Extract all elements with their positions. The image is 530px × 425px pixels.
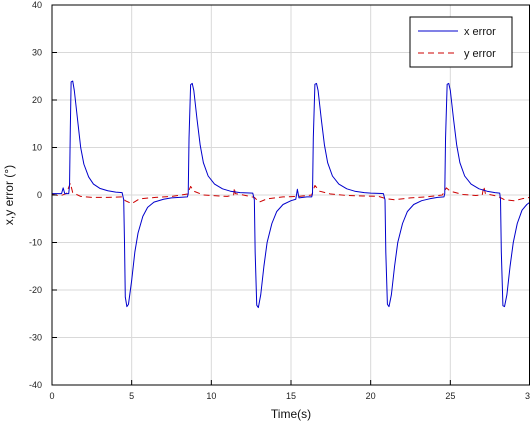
- y-tick-label: 30: [32, 48, 42, 58]
- y-tick-label: -30: [29, 333, 42, 343]
- x-tick-label: 30: [525, 391, 530, 401]
- legend-box: [409, 16, 513, 68]
- y-tick-label: -20: [29, 285, 42, 295]
- legend-label-y-error: y error: [464, 48, 496, 60]
- y-tick-label: 0: [37, 190, 42, 200]
- x-tick-label: 20: [366, 391, 376, 401]
- x-tick-label: 10: [206, 391, 216, 401]
- y-tick-label: -40: [29, 380, 42, 390]
- y-tick-label: -10: [29, 238, 42, 248]
- x-tick-label: 5: [129, 391, 134, 401]
- x-tick-label: 0: [49, 391, 54, 401]
- grid: [52, 5, 530, 385]
- y-tick-label: 20: [32, 95, 42, 105]
- x-axis-label: Time(s): [271, 407, 311, 421]
- legend-label-x-error: x error: [464, 26, 496, 38]
- series-layer: [51, 80, 530, 309]
- y-tick-label: 40: [32, 0, 42, 10]
- series-line-y-error: [51, 182, 530, 205]
- legend: x error y error: [409, 16, 513, 68]
- axis-ticks: 0 5 10 15 20 25 30 -40 -30 -20 -10 0 10 20 30 40: [29, 0, 530, 401]
- series-line-x-error: [52, 80, 530, 309]
- x-tick-label: 25: [445, 391, 455, 401]
- y-axis-label: x,y error (°): [2, 165, 16, 225]
- x-tick-label: 15: [286, 391, 296, 401]
- y-tick-label: 10: [32, 143, 42, 153]
